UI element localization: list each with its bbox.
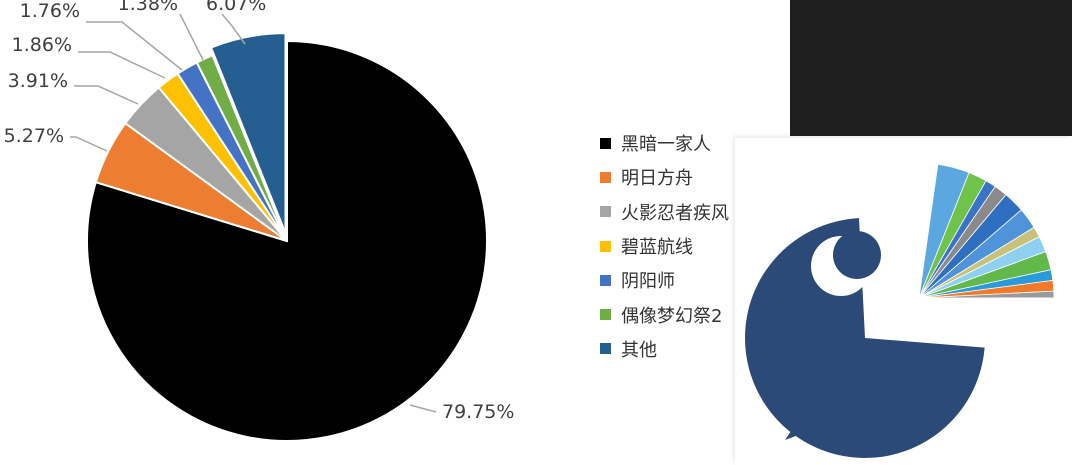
pie-slice [195, 54, 288, 242]
legend-label: 碧蓝航线 [621, 237, 693, 259]
leader-line [221, 13, 246, 45]
dark-overlay-panel [790, 0, 1072, 136]
chart-legend: 黑暗一家人 明日方舟 火影忍者疾风 碧蓝航线 阴阳师 偶像梦幻祭2 其他 [600, 126, 760, 366]
legend-swatch [600, 309, 611, 321]
legend-swatch [600, 274, 611, 286]
legend-item: 明日方舟 [600, 160, 760, 194]
legend-item: 碧蓝航线 [600, 229, 760, 263]
moon-cutout [833, 231, 881, 279]
leader-line [74, 85, 139, 105]
legend-swatch [600, 171, 611, 183]
data-label: 1.76% [20, 0, 80, 22]
leader-line [179, 13, 204, 61]
legend-swatch [600, 206, 611, 218]
chat-bubble-moon-pie-icon [745, 163, 1055, 458]
legend-item: 其他 [600, 332, 760, 366]
legend-swatch [600, 137, 611, 149]
legend-label: 火影忍者疾风 [621, 202, 729, 224]
leader-line [70, 136, 108, 152]
data-label: 1.86% [12, 34, 72, 56]
logo-card [735, 138, 1072, 465]
data-label: 3.91% [8, 70, 68, 92]
logo-wedge [918, 290, 1055, 299]
legend-label: 明日方舟 [621, 168, 693, 190]
legend-item: 黑暗一家人 [600, 126, 760, 160]
leader-line [78, 51, 166, 79]
logo-bubble-tail [785, 406, 843, 440]
data-label: 6.07% [206, 0, 266, 15]
legend-swatch [600, 240, 611, 252]
legend-swatch [600, 343, 611, 355]
data-label: 5.27% [4, 125, 64, 147]
legend-label: 阴阳师 [621, 271, 675, 293]
legend-item: 偶像梦幻祭2 [600, 297, 760, 331]
pie-slice [209, 32, 287, 234]
logo-bubble [745, 218, 985, 458]
legend-label: 黑暗一家人 [621, 134, 711, 156]
pie-chart: 79.75% 5.27% 3.91% 1.86% 1.76% 1.38% 6.07% [4, 0, 514, 442]
legend-item: 阴阳师 [600, 263, 760, 297]
leader-line [86, 21, 183, 71]
data-label: 79.75% [442, 401, 514, 423]
data-label: 1.38% [118, 0, 178, 15]
legend-item: 火影忍者疾风 [600, 195, 760, 229]
legend-label: 其他 [621, 339, 657, 361]
legend-label: 偶像梦幻祭2 [621, 305, 723, 327]
leader-line [409, 404, 437, 413]
